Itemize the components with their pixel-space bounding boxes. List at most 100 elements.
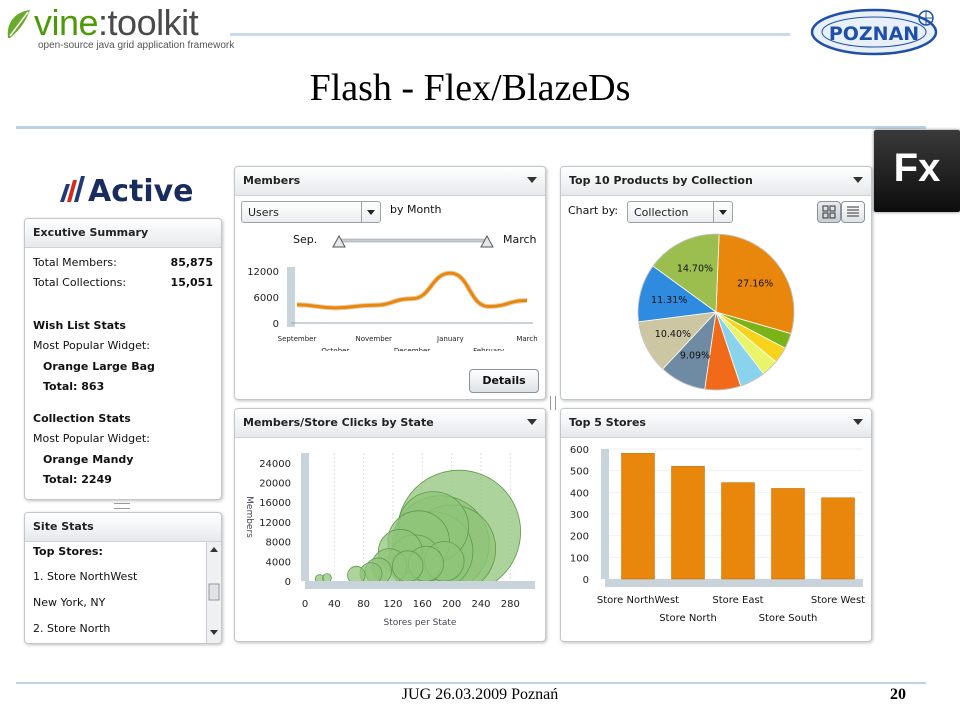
- y-axis-label: Members: [244, 496, 254, 538]
- top-products-panel: Top 10 Products by Collection Chart by: …: [560, 166, 872, 400]
- x-tick-label: 0: [302, 599, 308, 610]
- products-pie-chart: 27.16%9.09%10.40%11.31%14.70%: [631, 229, 801, 395]
- range-from-label: Sep.: [293, 233, 317, 246]
- dropdown-arrow-icon[interactable]: [361, 202, 380, 222]
- pie-slice-label: 11.31%: [651, 295, 687, 306]
- list-view-button[interactable]: [841, 201, 865, 223]
- month-range-slider[interactable]: [331, 233, 495, 249]
- x-tick-label: 120: [383, 599, 402, 610]
- logo-tagline: open-source java grid application framew…: [38, 40, 234, 51]
- wish-popular-widget-label: Most Popular Widget:: [33, 339, 150, 352]
- x-axis-bar: [605, 579, 863, 587]
- bar: [672, 466, 705, 579]
- executive-summary-header: Excutive Summary: [25, 219, 221, 248]
- list-view-icon: [846, 205, 860, 219]
- chevron-down-icon[interactable]: [853, 419, 863, 425]
- x-tick-label: December: [394, 347, 430, 351]
- chart-by-value: Collection: [634, 206, 688, 219]
- bar: [622, 453, 655, 579]
- chevron-down-icon[interactable]: [853, 177, 863, 183]
- members-users-select[interactable]: Users: [241, 201, 381, 223]
- site-stats-title: Site Stats: [33, 520, 94, 533]
- x-tick-label: September: [278, 335, 317, 343]
- x-tick-label: Store South: [759, 613, 818, 624]
- coll-total: Total: 2249: [43, 473, 112, 486]
- top-stores-header: Top 5 Stores: [561, 409, 871, 438]
- x-tick-label: January: [436, 335, 464, 343]
- active-brand-name: Active: [88, 174, 194, 206]
- executive-summary-panel: Excutive Summary Total Members: 85,875 T…: [24, 218, 222, 500]
- x-tick-label: 40: [328, 599, 341, 610]
- pie-slice-label: 27.16%: [737, 279, 773, 290]
- clicks-header: Members/Store Clicks by State: [235, 409, 545, 438]
- site-stats-item: 1. Store NorthWest: [33, 570, 137, 583]
- wish-popular-widget-value: Orange Large Bag: [43, 360, 155, 373]
- active-brand-logo: Active: [56, 172, 196, 206]
- coll-popular-widget-value: Orange Mandy: [43, 453, 133, 466]
- fx-logo-text: Fx: [874, 146, 960, 191]
- grid-view-icon: [822, 205, 836, 219]
- wish-total: Total: 863: [43, 380, 104, 393]
- top-products-header: Top 10 Products by Collection: [561, 167, 871, 196]
- total-members-label: Total Members:: [33, 256, 117, 269]
- executive-summary-title: Excutive Summary: [33, 226, 148, 239]
- y-axis-bar: [601, 449, 609, 579]
- page-number: 20: [890, 686, 906, 704]
- grid-view-button[interactable]: [817, 201, 841, 223]
- y-tick-label: 500: [570, 467, 589, 478]
- x-tick-label: Store NorthWest: [597, 595, 679, 606]
- title-rule: [16, 126, 926, 129]
- bubble: [392, 551, 423, 582]
- footer-rule: [16, 682, 926, 684]
- site-stats-header: Site Stats: [25, 513, 221, 542]
- x-tick-label: 200: [442, 599, 461, 610]
- x-tick-label: 160: [413, 599, 432, 610]
- y-tick-label: 8000: [266, 538, 291, 549]
- resize-grip-vertical[interactable]: [550, 396, 556, 410]
- chart-by-select[interactable]: Collection: [627, 201, 733, 223]
- resize-grip-horizontal[interactable]: [114, 503, 130, 509]
- range-to-label: March: [503, 233, 537, 246]
- coll-popular-widget-label: Most Popular Widget:: [33, 432, 150, 445]
- x-axis-label: Stores per State: [384, 618, 457, 628]
- flex-fx-logo: Fx: [874, 130, 960, 212]
- series-line-shadow: [297, 273, 527, 308]
- y-tick-label: 16000: [259, 498, 291, 509]
- x-tick-label: 280: [501, 599, 520, 610]
- x-tick-label: Store West: [811, 595, 865, 606]
- vine-leaf-icon: [4, 6, 34, 42]
- y-tick-label: 100: [570, 553, 589, 564]
- series-line: [297, 273, 527, 308]
- dropdown-arrow-icon[interactable]: [713, 202, 732, 222]
- members-header: Members: [235, 167, 545, 196]
- logo-word-vine: vine: [34, 2, 98, 43]
- y-tick-label: 20000: [259, 479, 291, 490]
- bar: [722, 483, 755, 579]
- collection-stats-heading: Collection Stats: [33, 412, 131, 425]
- y-tick-label: 600: [570, 445, 589, 456]
- y-tick-label: 12000: [247, 267, 279, 278]
- top-stores-title: Top 5 Stores: [569, 416, 646, 429]
- y-tick-label: 200: [570, 532, 589, 543]
- chevron-down-icon[interactable]: [527, 419, 537, 425]
- footer-text: JUG 26.03.2009 Poznań: [0, 686, 960, 704]
- chart-by-label: Chart by:: [568, 204, 618, 217]
- site-stats-scrollbar[interactable]: [206, 542, 221, 643]
- x-tick-label: November: [355, 335, 392, 343]
- y-axis-bar: [287, 267, 295, 327]
- details-button[interactable]: Details: [469, 369, 539, 393]
- total-collections-label: Total Collections:: [33, 276, 126, 289]
- pie-slice-label: 10.40%: [655, 329, 691, 340]
- y-tick-label: 300: [570, 510, 589, 521]
- site-stats-item: 2. Store North: [33, 622, 110, 635]
- y-axis-bar: [301, 453, 309, 581]
- y-tick-label: 0: [583, 575, 589, 586]
- bar: [822, 498, 855, 579]
- total-members-value: 85,875: [171, 256, 213, 269]
- chevron-down-icon[interactable]: [527, 177, 537, 183]
- site-stats-panel: Site Stats Top Stores: 1. Store NorthWes…: [24, 512, 222, 644]
- by-month-label: by Month: [390, 203, 441, 216]
